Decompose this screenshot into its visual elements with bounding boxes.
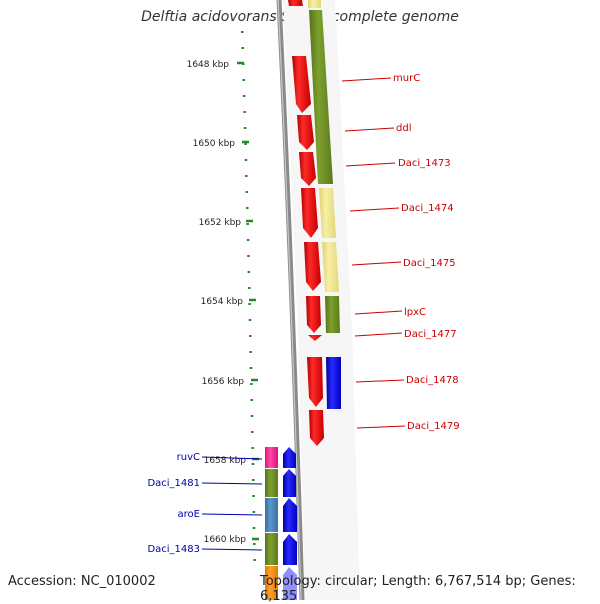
backbone-arc-highlight [277, 0, 302, 600]
scale-label: 1660 kbp [204, 535, 247, 545]
gene-arrow[interactable] [299, 152, 316, 186]
leader-line [355, 379, 405, 383]
scale-label: 1650 kbp [193, 139, 236, 149]
cog-segment [308, 0, 321, 8]
gene-arrow[interactable] [297, 115, 314, 150]
gene-labels-right: murC ddl Daci_1473 Daci_1474 Daci_1475 l… [341, 73, 460, 432]
gene-arrow[interactable] [283, 498, 297, 532]
cog-segment [265, 469, 278, 497]
cog-segment [325, 296, 340, 333]
gene-arrow[interactable] [301, 188, 318, 238]
gene-arrow[interactable] [288, 0, 303, 6]
leader-line [344, 127, 395, 132]
gene-arrow[interactable] [283, 447, 296, 468]
leader-line [201, 548, 263, 551]
accession-label: Accession: NC_010002 [8, 574, 156, 589]
scale-labels: 1648 kbp 1650 kbp 1652 kbp 1654 kbp 1656… [187, 60, 247, 545]
scale-ticks [241, 31, 256, 561]
gene-label[interactable]: Daci_1481 [147, 478, 200, 489]
scale-label: 1648 kbp [187, 60, 230, 70]
leader-line [349, 207, 400, 212]
forward-strand-band [283, 0, 360, 600]
gene-arrow[interactable] [283, 567, 297, 600]
leader-line [354, 332, 403, 337]
leader-line [356, 425, 406, 429]
cog-track [308, 0, 340, 333]
reverse-genes [283, 447, 297, 600]
gene-label[interactable]: Daci_1479 [407, 421, 460, 432]
leader-line [341, 77, 392, 82]
scale-label: 1652 kbp [199, 218, 242, 228]
leader-line [201, 482, 263, 485]
gene-label[interactable]: Daci_1483 [147, 544, 200, 555]
gene-arrow[interactable] [292, 56, 311, 113]
cog-segment [319, 188, 336, 238]
gene-arrow[interactable] [308, 335, 322, 341]
gene-label[interactable]: ruvC [177, 452, 200, 463]
gene-arrow[interactable] [283, 469, 296, 497]
scale-label: 1658 kbp [204, 456, 247, 466]
leader-line [345, 162, 396, 167]
leader-line [354, 310, 403, 315]
gene-arrow[interactable] [306, 296, 321, 333]
gene-label[interactable]: Daci_1475 [403, 258, 456, 269]
gene-label[interactable]: aroE [178, 509, 200, 520]
cog-segment [265, 498, 278, 532]
gene-arrow[interactable] [309, 410, 324, 446]
gene-label[interactable]: Daci_1477 [404, 329, 457, 340]
gene-label[interactable]: murC [393, 73, 420, 84]
cog-segment [322, 242, 339, 292]
leader-line [351, 261, 402, 266]
cog-track-left [265, 447, 278, 600]
leader-line [201, 456, 263, 460]
cog-segment [265, 566, 278, 600]
gene-arrow[interactable] [283, 534, 297, 565]
gene-labels-left: ruvC Daci_1481 aroE Daci_1483 [147, 452, 263, 555]
cog-segment [265, 533, 278, 565]
backbone-arc [276, 0, 305, 600]
scale-label: 1656 kbp [202, 377, 245, 387]
forward-genes [288, 0, 324, 446]
leader-line [201, 513, 263, 516]
gene-label[interactable]: Daci_1478 [406, 375, 459, 386]
gene-arrow[interactable] [307, 357, 323, 407]
gene-label[interactable]: lpxC [404, 307, 426, 318]
cog-segment [265, 447, 278, 468]
gene-arrow[interactable] [304, 242, 321, 291]
scale-label: 1654 kbp [201, 297, 244, 307]
gene-label[interactable]: Daci_1473 [398, 158, 451, 169]
gene-arrow-reverse[interactable] [326, 357, 341, 409]
gene-label[interactable]: ddl [396, 123, 411, 134]
gene-label[interactable]: Daci_1474 [401, 203, 454, 214]
cog-segment [309, 10, 333, 184]
